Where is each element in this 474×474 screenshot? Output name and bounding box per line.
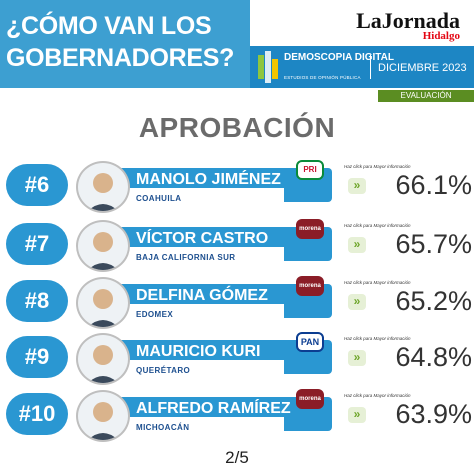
page-indicator: 2/5 xyxy=(225,448,249,467)
approval-percentage: 66.1% xyxy=(395,170,472,200)
publisher-logo-panel: LaJornada Hidalgo xyxy=(250,0,474,46)
avatar xyxy=(76,390,130,442)
party-logo-icon: morena xyxy=(296,389,324,409)
pollster-banner: DEMOSCOPIA DIGITAL ESTUDIOS DE OPINIÓN P… xyxy=(250,46,474,88)
demoscopia-logo-icon xyxy=(258,51,278,83)
rank-badge: #10 xyxy=(6,393,68,435)
person-icon xyxy=(87,345,119,383)
state-strip xyxy=(104,247,284,265)
person-icon xyxy=(87,173,119,211)
governor-state: COAHUILA xyxy=(136,194,182,203)
approval-percentage: 65.2% xyxy=(395,286,472,316)
logo-main-text: LaJornada xyxy=(356,8,460,33)
pollster-name: DEMOSCOPIA DIGITAL xyxy=(284,52,394,63)
state-strip xyxy=(104,188,284,206)
party-logo-icon: PAN xyxy=(296,332,324,352)
click-hint: Haz click para Mayor información xyxy=(344,336,411,341)
more-info-chevron-icon[interactable]: » xyxy=(348,407,366,423)
party-logo-icon: PRI xyxy=(296,160,324,180)
approval-percentage: 63.9% xyxy=(395,399,472,429)
approval-percentage: 64.8% xyxy=(395,342,472,372)
avatar xyxy=(76,277,130,329)
click-hint: Haz click para Mayor información xyxy=(344,280,411,285)
rank-badge: #9 xyxy=(6,336,68,378)
approval-percentage: 65.7% xyxy=(395,229,472,259)
survey-date: DICIEMBRE 2023 xyxy=(378,62,467,74)
governor-name: VÍCTOR CASTRO xyxy=(136,230,269,247)
click-hint: Haz click para Mayor información xyxy=(344,164,411,169)
governor-name: MANOLO JIMÉNEZ xyxy=(136,171,281,188)
governor-row[interactable]: #6 MANOLO JIMÉNEZ COAHUILA PRI Haz click… xyxy=(0,158,474,216)
avatar xyxy=(76,161,130,213)
party-logo-icon: morena xyxy=(296,219,324,239)
more-info-chevron-icon[interactable]: » xyxy=(348,178,366,194)
avatar xyxy=(76,220,130,272)
governor-state: EDOMEX xyxy=(136,310,174,319)
click-hint: Haz click para Mayor información xyxy=(344,223,411,228)
governor-row[interactable]: #9 MAURICIO KURI QUERÉTARO PAN Haz click… xyxy=(0,330,474,388)
governor-name: ALFREDO RAMÍREZ xyxy=(136,400,291,417)
more-info-chevron-icon[interactable]: » xyxy=(348,350,366,366)
more-info-chevron-icon[interactable]: » xyxy=(348,237,366,253)
state-strip xyxy=(104,304,284,322)
party-logo-icon: morena xyxy=(296,276,324,296)
governor-name: MAURICIO KURI xyxy=(136,343,261,360)
logo-sub-text: Hidalgo xyxy=(422,30,460,42)
person-icon xyxy=(87,289,119,327)
state-strip xyxy=(104,360,284,378)
governor-row[interactable]: #8 DELFINA GÓMEZ EDOMEX morena Haz click… xyxy=(0,274,474,332)
more-info-chevron-icon[interactable]: » xyxy=(348,294,366,310)
governor-row[interactable]: #7 VÍCTOR CASTRO BAJA CALIFORNIA SUR mor… xyxy=(0,217,474,275)
rank-badge: #6 xyxy=(6,164,68,206)
rank-badge: #7 xyxy=(6,223,68,265)
la-jornada-logo[interactable]: LaJornada Hidalgo xyxy=(356,8,460,43)
person-icon xyxy=(87,232,119,270)
evaluation-badge: EVALUACIÓN xyxy=(378,90,474,102)
click-hint: Haz click para Mayor información xyxy=(344,393,411,398)
governor-row[interactable]: #10 ALFREDO RAMÍREZ MICHOACÁN morena Haz… xyxy=(0,387,474,445)
rank-badge: #8 xyxy=(6,280,68,322)
governor-state: QUERÉTARO xyxy=(136,366,191,375)
governor-state: MICHOACÁN xyxy=(136,423,190,432)
page-title: ¿CÓMO VAN LOS GOBERNADORES? xyxy=(6,12,235,72)
pollster-tagline: ESTUDIOS DE OPINIÓN PÚBLICA xyxy=(284,75,361,80)
state-strip xyxy=(104,417,284,435)
avatar xyxy=(76,333,130,385)
section-title: APROBACIÓN xyxy=(138,112,336,143)
governor-name: DELFINA GÓMEZ xyxy=(136,287,268,304)
header-title-panel: ¿CÓMO VAN LOS GOBERNADORES? xyxy=(0,0,250,88)
person-icon xyxy=(87,402,119,440)
governor-state: BAJA CALIFORNIA SUR xyxy=(136,253,236,262)
divider xyxy=(370,55,371,79)
